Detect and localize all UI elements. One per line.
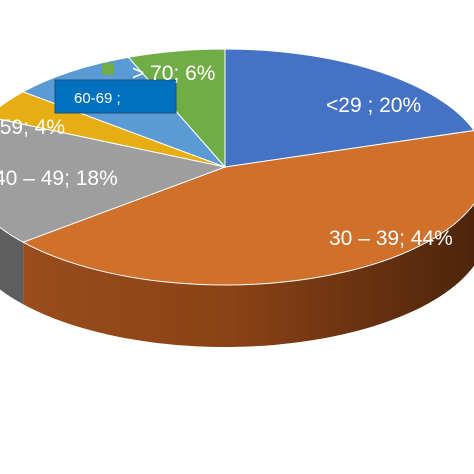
- slice-label-over-70: > 70; 6%: [132, 62, 215, 85]
- slice-70: [127, 48, 226, 169]
- slice-label-50-59: 50 – 59; 4%: [0, 116, 65, 139]
- slice-40-49: [0, 118, 227, 243]
- slice-label-60-69-box: 60-69 ;: [54, 79, 177, 114]
- slice-29: [224, 48, 474, 168]
- slice-label-40-49: 40 – 49; 18%: [0, 167, 118, 190]
- slice-side-30-39: [23, 203, 474, 347]
- slice-30-39: [21, 130, 474, 286]
- legend-marker-over-70: [102, 63, 114, 75]
- slice-label-30-39: 30 – 39; 44%: [329, 227, 453, 250]
- slice-label-over-70-group: > 70; 6%: [102, 62, 215, 85]
- slice-label-under-29: <29 ; 20%: [326, 94, 421, 117]
- slice-label-60-69: 60-69 ;: [74, 90, 121, 107]
- pie-side-layer: [0, 203, 474, 347]
- slice-side-40-49: [0, 227, 24, 305]
- pie-label-layer: <29 ; 20% 30 – 39; 44% 40 – 49; 18% 50 –…: [0, 62, 453, 250]
